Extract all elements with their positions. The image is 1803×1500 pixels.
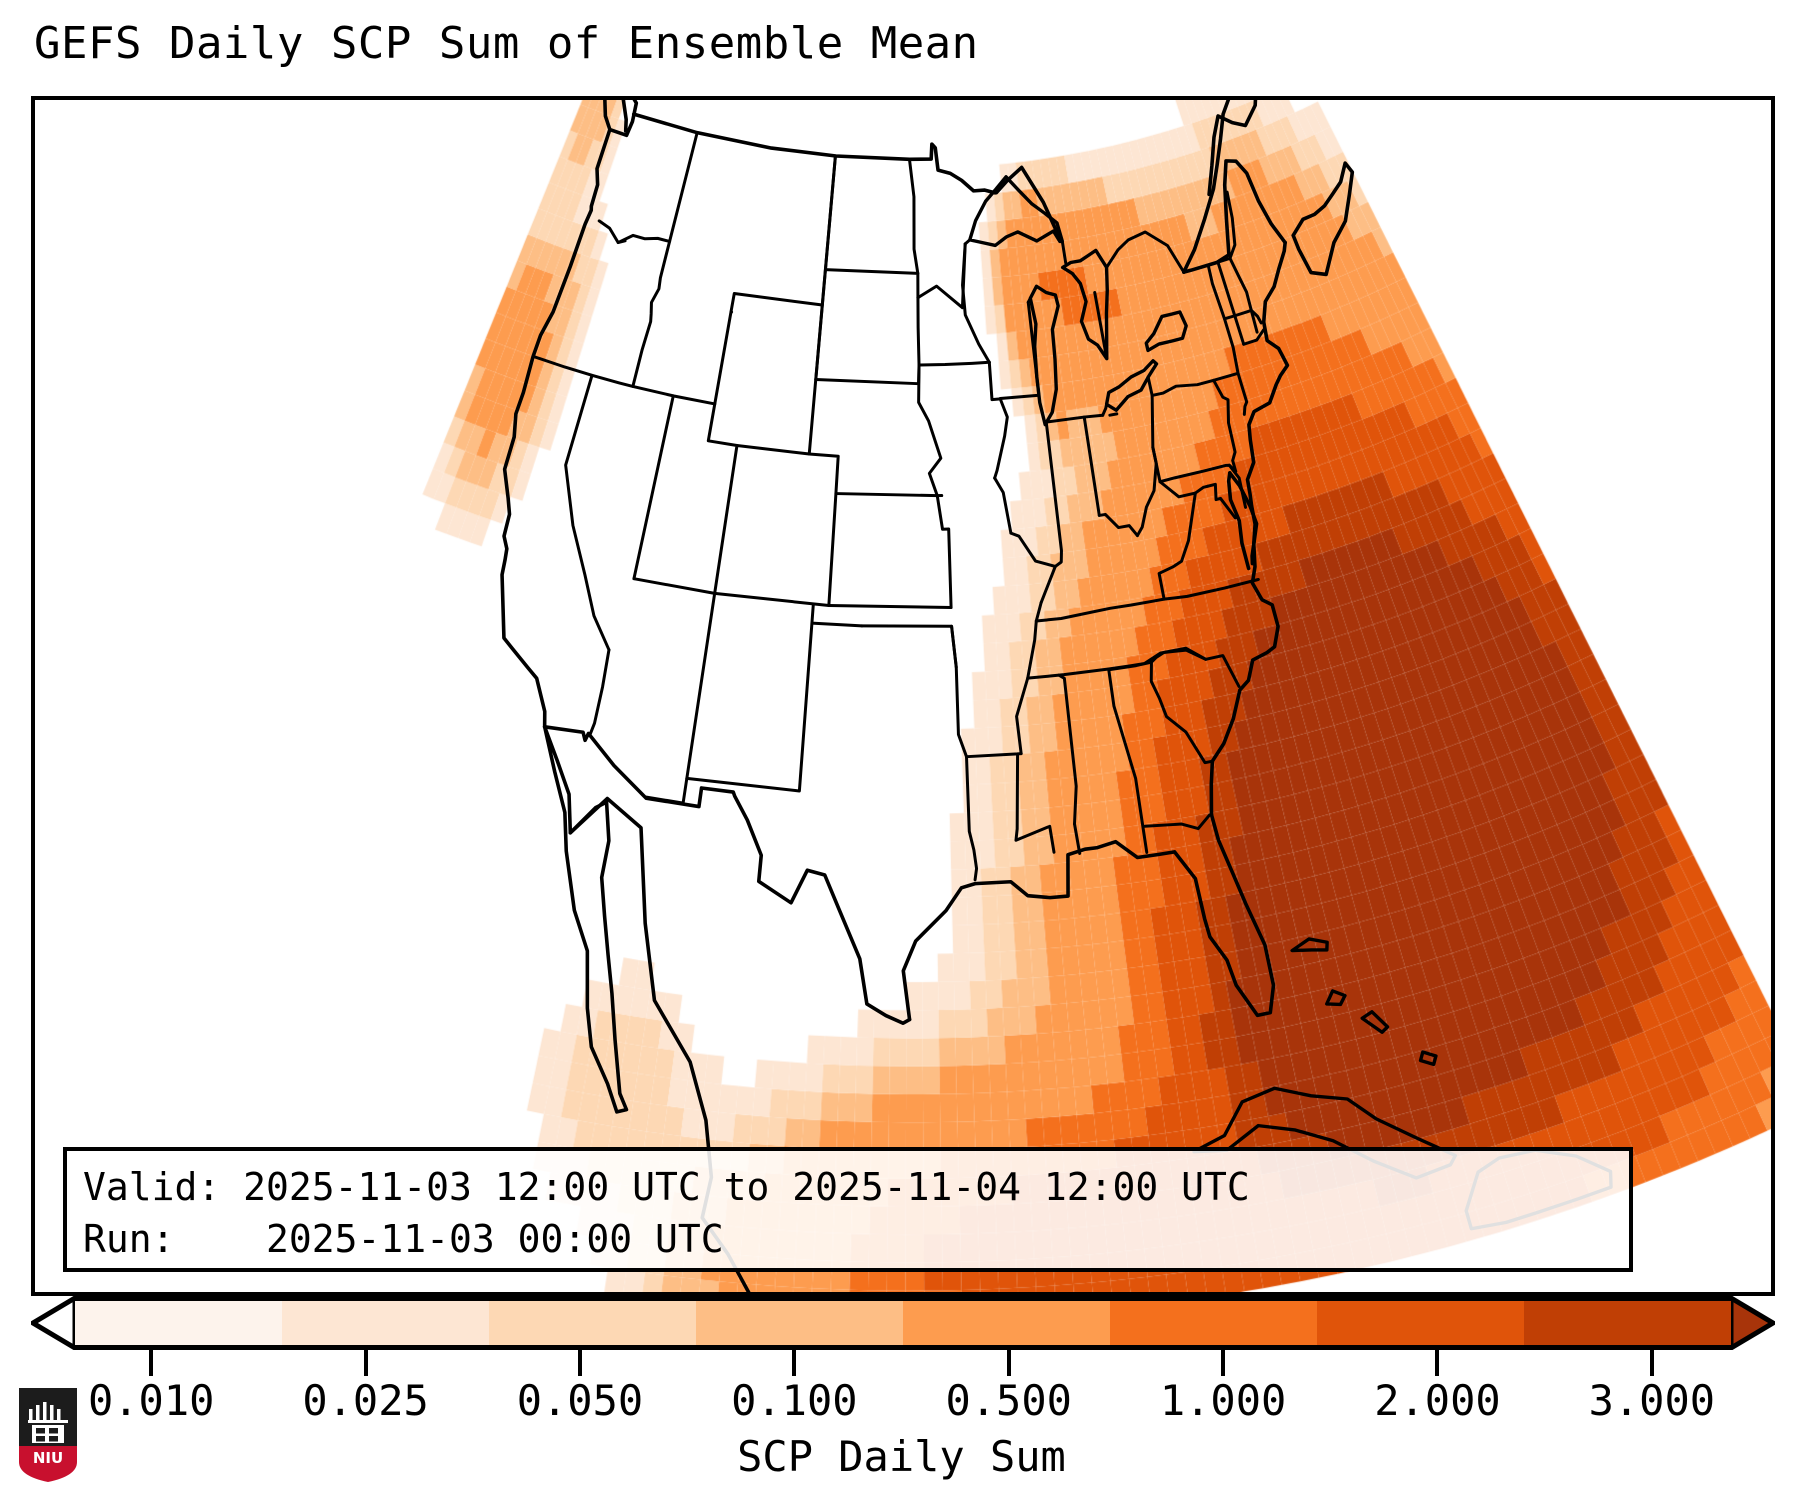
map-data-layer [35, 100, 1771, 1292]
colorbar-tick-0 [149, 1350, 154, 1376]
colorbar-segment-2 [489, 1301, 696, 1345]
colorbar-tick-label-5: 1.000 [1159, 1376, 1287, 1425]
colorbar-tick-label-2: 0.050 [516, 1376, 644, 1425]
colorbar-tick-labels: 0.010 0.025 0.050 0.100 0.500 1.000 2.000 3.000 [44, 1376, 1759, 1426]
valid-time-line: Valid: 2025-11-03 12:00 UTC to 2025-11-0… [83, 1165, 1250, 1209]
colorbar-axis-title: SCP Daily Sum [737, 1432, 1066, 1481]
colorbar-segment-1 [282, 1301, 489, 1345]
niu-logo-text: NIU [33, 1449, 63, 1467]
colorbar-gradient [75, 1296, 1731, 1350]
colorbar-segment-3 [696, 1301, 903, 1345]
colorbar-tick-3 [792, 1350, 797, 1376]
page-title: GEFS Daily SCP Sum of Ensemble Mean [34, 18, 979, 69]
colorbar-under-arrow [31, 1296, 75, 1350]
colorbar-tick-7 [1649, 1350, 1654, 1376]
colorbar-tick-6 [1435, 1350, 1440, 1376]
run-time-line: Run: 2025-11-03 00:00 UTC [83, 1217, 724, 1261]
colorbar-tick-label-7: 3.000 [1588, 1376, 1716, 1425]
valid-run-info-box: Valid: 2025-11-03 12:00 UTC to 2025-11-0… [63, 1147, 1633, 1272]
colorbar-segment-0 [75, 1301, 282, 1345]
colorbar-tick-1 [363, 1350, 368, 1376]
niu-logo[interactable]: NIU [16, 1384, 80, 1484]
colorbar-segment-5 [1110, 1301, 1317, 1345]
colorbar-tick-4 [1006, 1350, 1011, 1376]
colorbar-tick-5 [1221, 1350, 1226, 1376]
colorbar-over-arrow [1731, 1296, 1775, 1350]
colorbar-tick-label-3: 0.100 [731, 1376, 858, 1425]
colorbar-tick-2 [577, 1350, 582, 1376]
colorbar-tick-label-4: 0.500 [945, 1376, 1072, 1425]
colorbar-tick-label-1: 0.025 [302, 1376, 429, 1425]
colorbar-tick-label-6: 2.000 [1374, 1376, 1501, 1425]
colorbar-segment-7 [1524, 1301, 1731, 1345]
colorbar-segment-4 [903, 1301, 1110, 1345]
colorbar-ticks [44, 1350, 1759, 1376]
colorbar-tick-label-0: 0.010 [87, 1376, 215, 1425]
map-panel[interactable] [31, 96, 1775, 1296]
colorbar-segment-6 [1317, 1301, 1524, 1345]
coastline-and-borders-layer [500, 100, 1613, 1292]
colorbar[interactable] [31, 1296, 1775, 1350]
